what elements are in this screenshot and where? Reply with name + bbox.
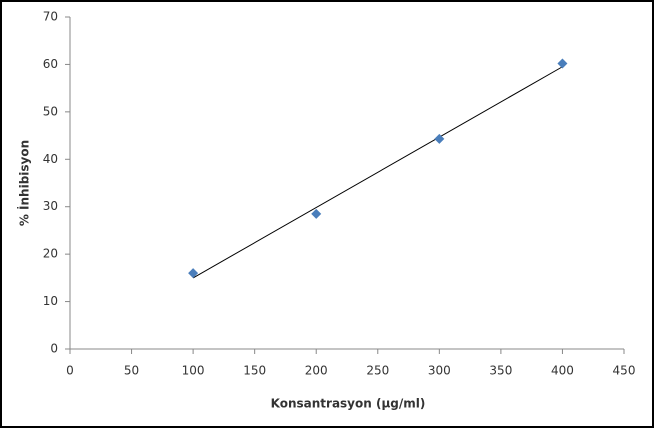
x-tick-label: 400 bbox=[551, 364, 574, 378]
y-tick-label: 40 bbox=[43, 152, 58, 166]
x-tick-label: 200 bbox=[305, 364, 328, 378]
trendline bbox=[192, 66, 563, 279]
y-tick-label: 60 bbox=[43, 57, 58, 71]
y-tick-label: 50 bbox=[43, 104, 58, 118]
x-tick-label: 0 bbox=[66, 364, 74, 378]
x-tick-label: 100 bbox=[182, 364, 205, 378]
y-tick-label: 10 bbox=[43, 294, 58, 308]
x-axis-label: Konsantrasyon (µg/ml) bbox=[271, 397, 426, 411]
y-tick-label: 0 bbox=[50, 342, 58, 356]
y-tick-label: 30 bbox=[43, 199, 58, 213]
x-tick-label: 150 bbox=[243, 364, 266, 378]
data-point bbox=[557, 58, 568, 69]
x-tick-label: 450 bbox=[613, 364, 636, 378]
x-tick-label: 50 bbox=[124, 364, 139, 378]
data-point bbox=[311, 208, 322, 219]
data-point bbox=[434, 133, 445, 144]
data-point bbox=[188, 268, 199, 279]
y-axis-label: % İnhibisyon bbox=[17, 140, 32, 226]
x-tick-label: 350 bbox=[489, 364, 512, 378]
x-tick-label: 250 bbox=[366, 364, 389, 378]
x-tick-label: 300 bbox=[428, 364, 451, 378]
y-tick-label: 20 bbox=[43, 247, 58, 261]
y-tick-label: 70 bbox=[43, 10, 58, 24]
